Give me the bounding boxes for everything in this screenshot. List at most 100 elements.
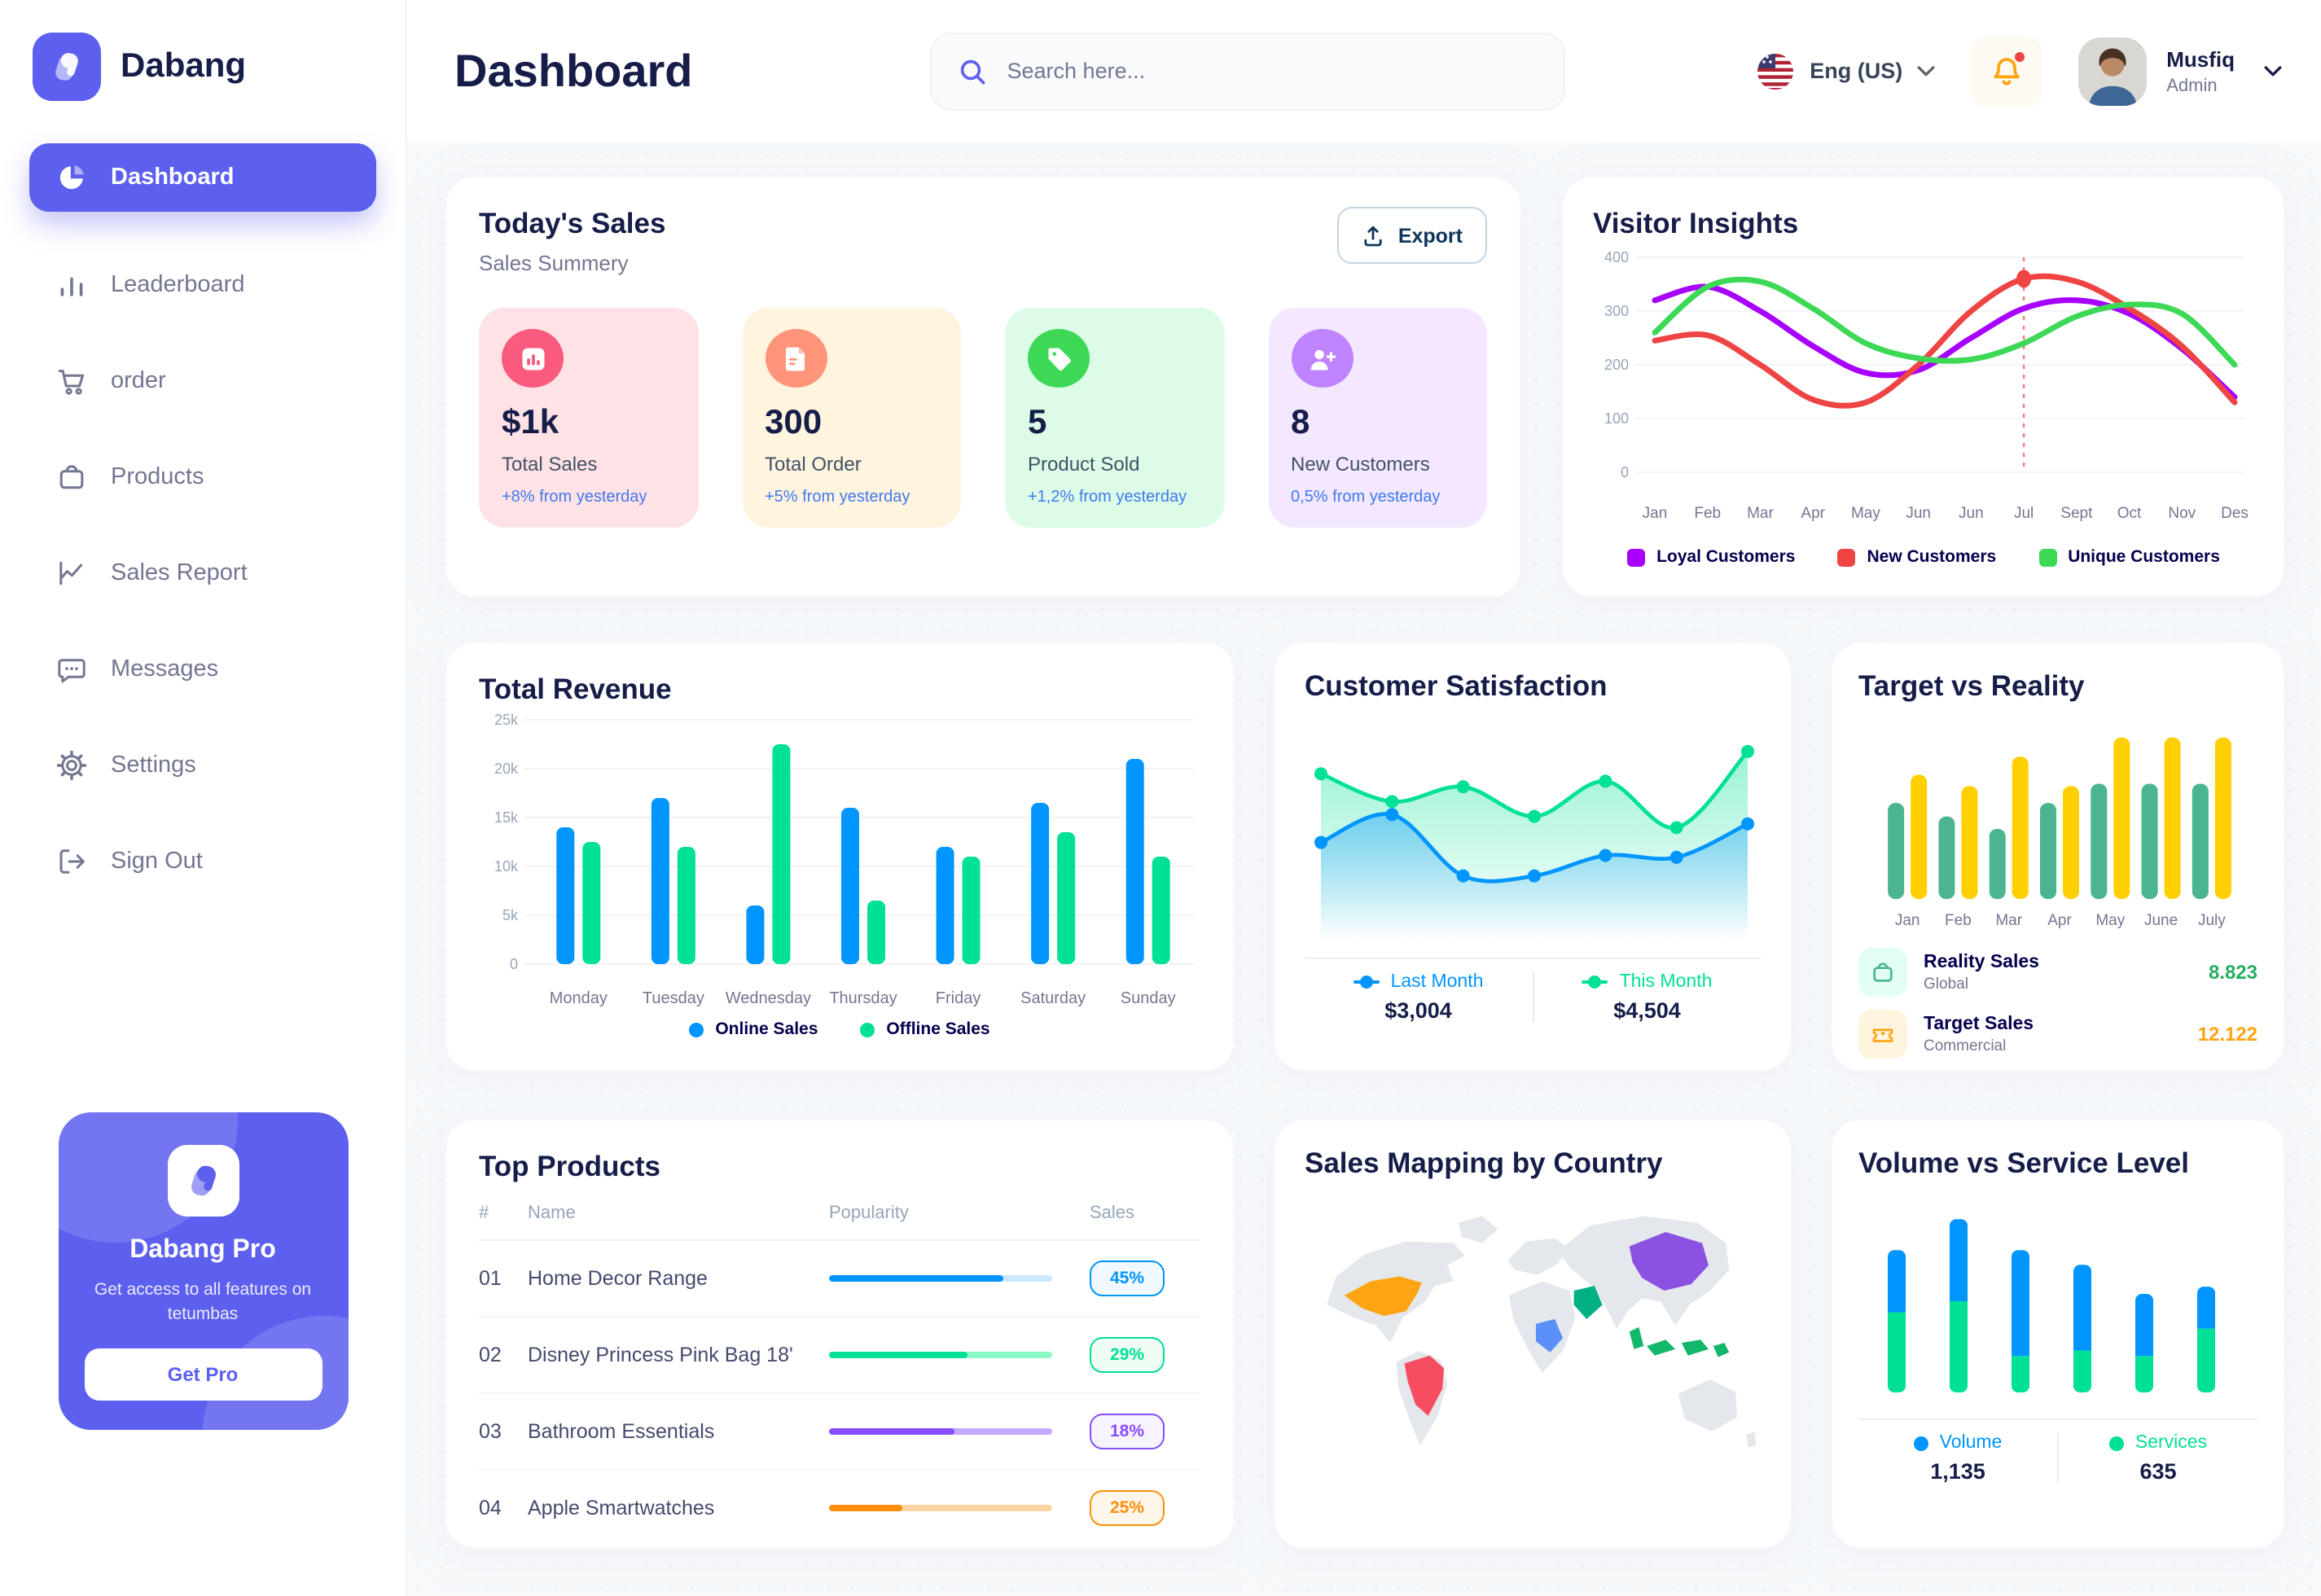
bell-icon: [1989, 53, 2025, 89]
top-products-card: Top Products # Name Popularity Sales 01 H…: [445, 1119, 1235, 1549]
brand-logo-icon: [33, 33, 101, 101]
product-rank: 03: [479, 1420, 502, 1443]
sidebar-item-sales-report[interactable]: Sales Report: [29, 539, 376, 607]
main-area: Dashboard Eng (US): [407, 0, 2321, 1596]
chevron-down-icon: [1917, 64, 1935, 77]
visitor-insights-chart: 0 100 200 300 400 Jan Feb Mar Apr May Jun Jun Jul Sep…: [1604, 249, 2249, 522]
stat-delta: +1,2% from yesterday: [1028, 489, 1187, 506]
pro-logo-icon: [167, 1144, 239, 1216]
language-selector[interactable]: Eng (US): [1756, 51, 1935, 90]
sidebar-item-settings[interactable]: Settings: [29, 731, 376, 800]
sidebar-item-dashboard[interactable]: Dashboard: [29, 143, 376, 212]
svg-text:5k: 5k: [502, 907, 519, 923]
popularity-bar: [829, 1428, 1052, 1435]
svg-text:Mar: Mar: [1995, 912, 2022, 929]
stat-label: New Customers: [1291, 453, 1430, 476]
product-name: Disney Princess Pink Bag 18': [528, 1344, 793, 1366]
sidebar-item-order[interactable]: order: [29, 347, 376, 415]
target-vs-reality-chart: Jan Feb Mar Apr May June July: [1888, 737, 2231, 929]
target-sales-ticket-icon: [1858, 1010, 1907, 1059]
sidebar-item-label: Messages: [111, 656, 219, 682]
sidebar-item-messages[interactable]: Messages: [29, 635, 376, 704]
top-products-rows: 01 Home Decor Range 45% 02 Disney Princess P…: [479, 1241, 1200, 1546]
product-rank: 04: [479, 1497, 502, 1519]
sidebar-item-leaderboard[interactable]: Leaderboard: [29, 251, 376, 319]
brand-name: Dabang: [121, 47, 247, 85]
stat-value: $1k: [502, 404, 559, 441]
online-sales-swatch: [689, 1022, 704, 1037]
total-revenue-legend: Online Sales Offline Sales: [479, 1019, 1200, 1039]
pro-subtitle: Get access to all features on tetumbas: [94, 1279, 312, 1325]
svg-text:Apr: Apr: [1801, 505, 1825, 522]
products-icon: [55, 461, 88, 493]
search-icon: [959, 56, 988, 86]
svg-text:Sunday: Sunday: [1121, 989, 1176, 1007]
customer-satisfaction-chart: [1314, 744, 1754, 948]
svg-text:200: 200: [1604, 357, 1629, 373]
messages-icon: [55, 653, 88, 686]
svg-text:Des: Des: [2221, 505, 2249, 522]
target-vs-reality-title: Target vs Reality: [1858, 669, 2085, 702]
svg-text:May: May: [2095, 912, 2125, 929]
product-name: Home Decor Range: [528, 1267, 708, 1290]
notifications-button[interactable]: [1971, 35, 2043, 107]
user-menu[interactable]: Musfiq Admin: [2078, 37, 2282, 105]
sidebar-item-label: order: [111, 368, 166, 394]
svg-text:25k: 25k: [494, 712, 519, 728]
stat-delta: 0,5% from yesterday: [1291, 489, 1441, 506]
target-vs-reality-legend: Reality Sales Global 8.823 Target Sales: [1858, 948, 2257, 1059]
svg-text:Jan: Jan: [1895, 912, 1920, 929]
sales-report-icon: [55, 557, 88, 590]
sidebar: Dabang Dashboard Leaderboard order Products…: [0, 0, 407, 1596]
svg-text:20k: 20k: [494, 761, 519, 777]
table-row: 04 Apple Smartwatches 25%: [479, 1471, 1200, 1546]
user-role: Admin: [2166, 76, 2218, 95]
user-chevron-down-icon: [2264, 64, 2282, 77]
stat-value: 5: [1028, 404, 1047, 441]
language-label: Eng (US): [1810, 59, 1903, 83]
file-icon: [765, 329, 827, 388]
customer-satisfaction-legend: Last Month $3,004 This Month $4,504: [1305, 972, 1761, 1023]
chart-icon: [502, 329, 564, 388]
order-icon: [55, 365, 88, 397]
sidebar-item-products[interactable]: Products: [29, 443, 376, 511]
svg-text:May: May: [1851, 505, 1880, 522]
sidebar-item-sign-out[interactable]: Sign Out: [29, 827, 376, 896]
get-pro-button[interactable]: Get Pro: [84, 1348, 322, 1401]
visitor-insights-card: Visitor Insights 0 100 200 300 400 Jan Feb Mar A…: [1562, 176, 2285, 598]
stat-card-total-order: 300 Total Order +5% from yesterday: [742, 308, 961, 528]
stat-label: Product Sold: [1028, 453, 1140, 476]
sidebar-item-label: Sales Report: [111, 560, 248, 586]
search-input[interactable]: [1003, 57, 1538, 85]
world-map: [1327, 1216, 1757, 1448]
svg-text:Wednesday: Wednesday: [726, 989, 811, 1007]
popularity-bar: [829, 1275, 1052, 1282]
last-month-swatch: [1353, 976, 1380, 989]
svg-text:Jul: Jul: [2014, 505, 2034, 522]
todays-sales-subtitle: Sales Summery: [479, 251, 629, 275]
notification-dot: [2013, 50, 2027, 63]
export-button[interactable]: Export: [1337, 207, 1487, 264]
product-name: Apple Smartwatches: [528, 1497, 715, 1519]
sidebar-item-label: Settings: [111, 752, 196, 778]
svg-text:Tuesday: Tuesday: [643, 989, 704, 1007]
sales-badge: 25%: [1090, 1490, 1165, 1526]
volume-total: 1,135: [1930, 1459, 1985, 1484]
dashboard-icon: [55, 161, 88, 194]
svg-text:Feb: Feb: [1945, 912, 1972, 929]
sales-badge: 29%: [1090, 1337, 1165, 1373]
svg-text:400: 400: [1604, 249, 1629, 265]
total-revenue-title: Total Revenue: [479, 673, 672, 705]
unique-customers-swatch: [2038, 548, 2057, 566]
stat-label: Total Sales: [502, 453, 598, 476]
user-plus-icon: [1291, 329, 1353, 388]
top-products-title: Top Products: [479, 1150, 660, 1182]
svg-text:100: 100: [1604, 410, 1629, 427]
svg-text:Feb: Feb: [1694, 505, 1721, 522]
volume-vs-service-card: Volume vs Service Level Volume 1,135 Ser…: [1831, 1119, 2285, 1549]
svg-text:15k: 15k: [494, 809, 519, 826]
services-total: 635: [2139, 1459, 2177, 1484]
svg-text:Jun: Jun: [1906, 505, 1931, 522]
todays-sales-title: Today's Sales: [479, 207, 666, 239]
leaderboard-icon: [55, 269, 88, 301]
